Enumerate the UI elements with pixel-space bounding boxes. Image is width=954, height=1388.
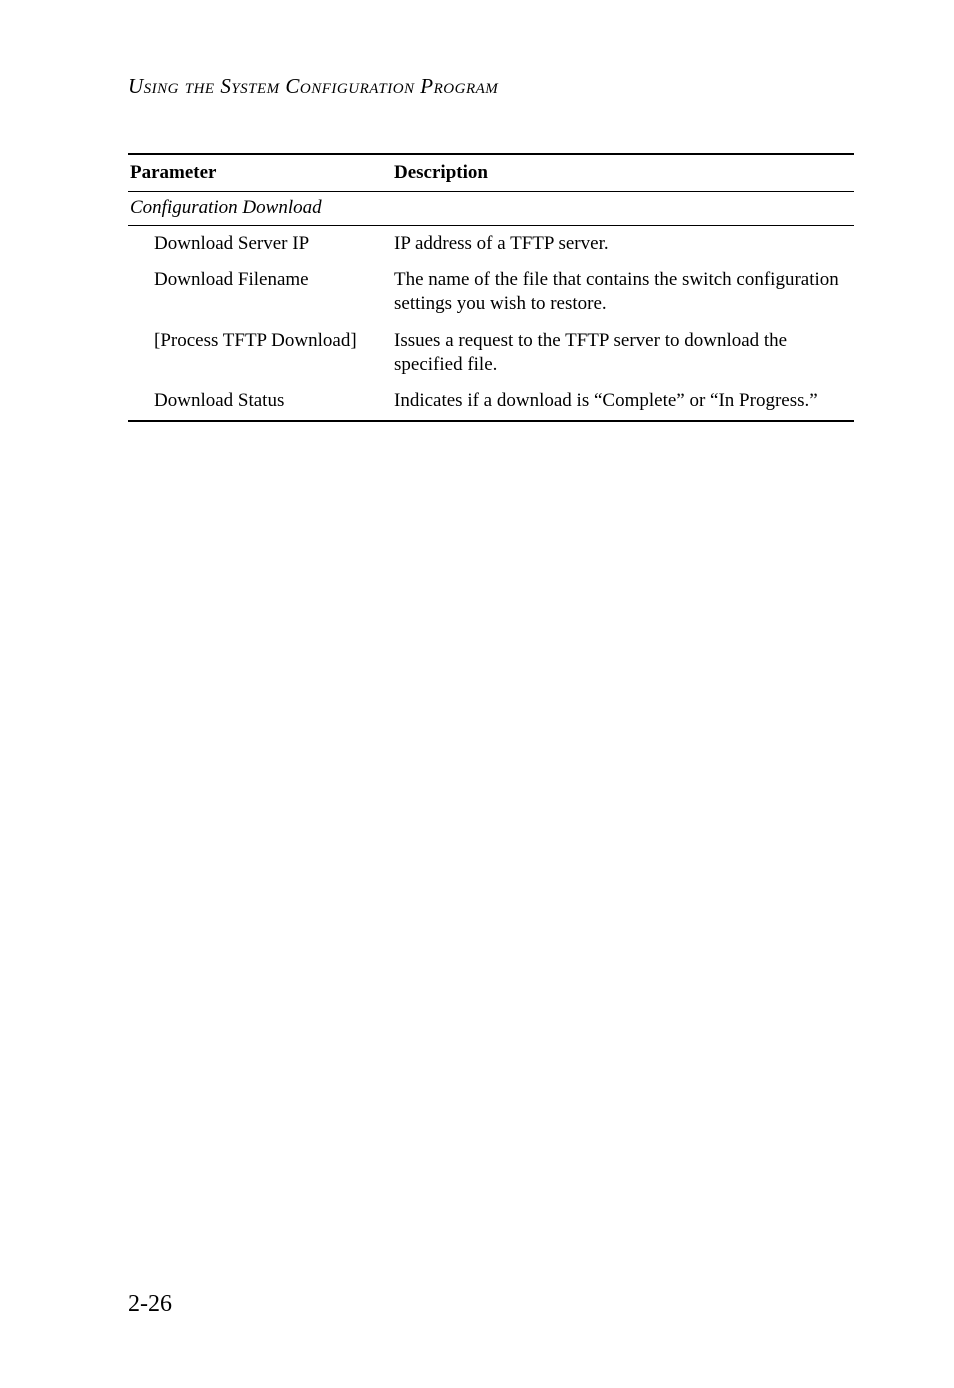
header-parameter: Parameter <box>128 154 388 192</box>
header-description: Description <box>388 154 854 192</box>
cell-desc: IP address of a TFTP server. <box>388 225 854 262</box>
table-section-row: Configuration Download <box>128 192 854 225</box>
cell-desc: Issues a request to the TFTP server to d… <box>388 323 854 384</box>
table-row: [Process TFTP Download] Issues a request… <box>128 323 854 384</box>
table-header-row: Parameter Description <box>128 154 854 192</box>
table-row: Download Filename The name of the file t… <box>128 262 854 323</box>
running-head: Using the System Configuration Program <box>128 74 854 99</box>
table-row: Download Status Indicates if a download … <box>128 383 854 420</box>
cell-param: Download Filename <box>128 262 388 323</box>
page-content: Using the System Configuration Program P… <box>0 0 954 422</box>
table-section-label: Configuration Download <box>128 192 854 225</box>
parameter-table: Parameter Description Configuration Down… <box>128 153 854 422</box>
page-number: 2-26 <box>128 1291 172 1318</box>
cell-param: Download Server IP <box>128 225 388 262</box>
cell-param: Download Status <box>128 383 388 420</box>
table-row: Download Server IP IP address of a TFTP … <box>128 225 854 262</box>
cell-param: [Process TFTP Download] <box>128 323 388 384</box>
cell-desc: Indicates if a download is “Complete” or… <box>388 383 854 420</box>
cell-desc: The name of the file that contains the s… <box>388 262 854 323</box>
